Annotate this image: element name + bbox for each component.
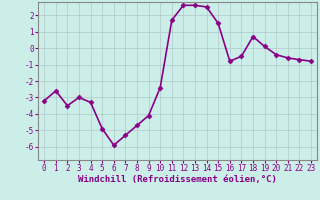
X-axis label: Windchill (Refroidissement éolien,°C): Windchill (Refroidissement éolien,°C) (78, 175, 277, 184)
